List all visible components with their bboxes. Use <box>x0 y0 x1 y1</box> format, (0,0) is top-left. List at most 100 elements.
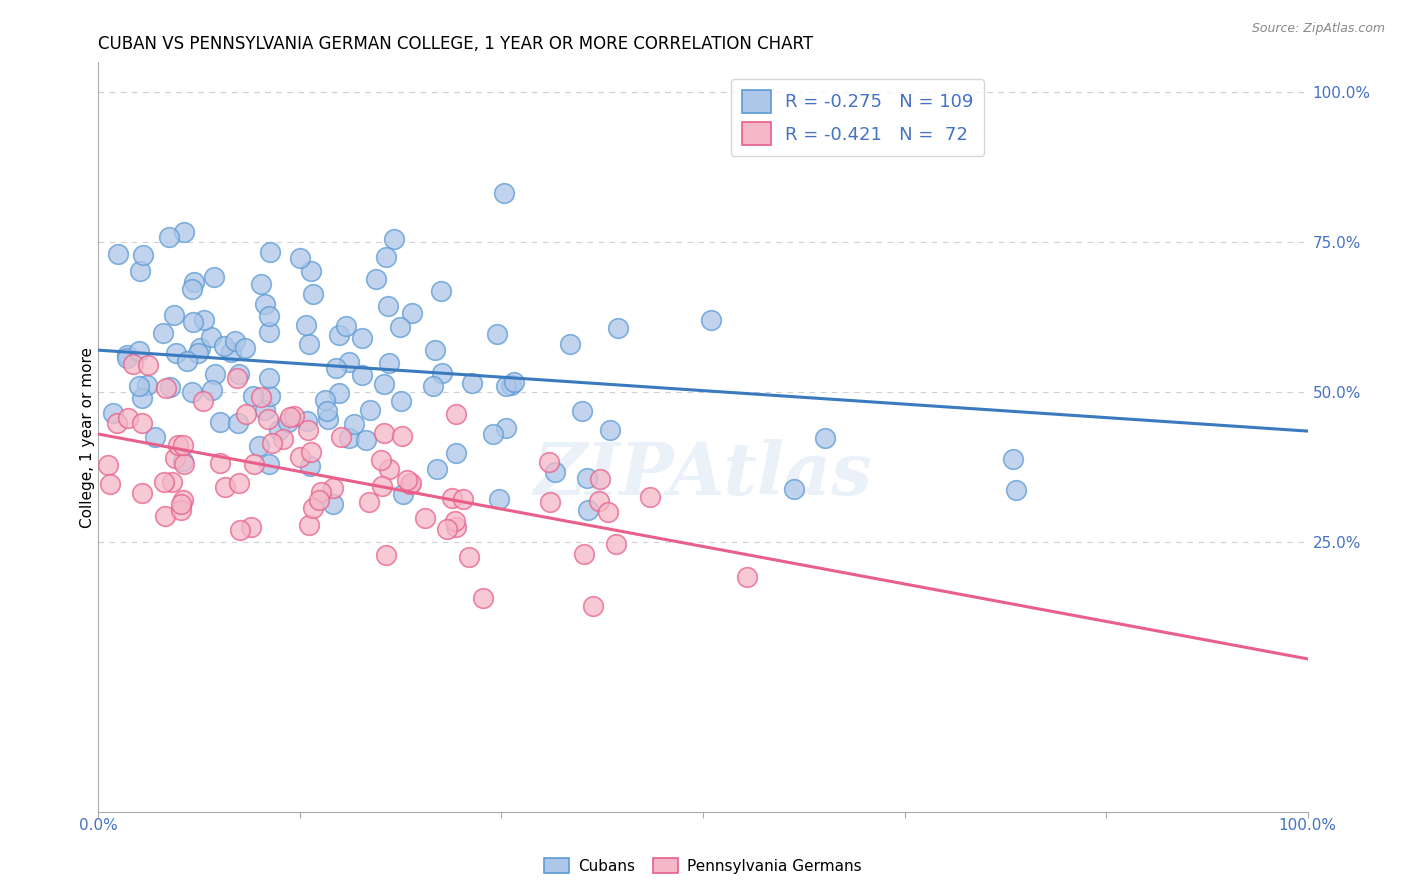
Point <box>1001 451 1024 466</box>
Point <box>242 389 264 403</box>
Point <box>100 476 122 491</box>
Point <box>132 247 155 261</box>
Point <box>415 511 437 525</box>
Point <box>605 537 627 551</box>
Point <box>378 461 401 475</box>
Point <box>208 415 231 429</box>
Point <box>163 308 186 322</box>
Point <box>259 309 281 323</box>
Point <box>640 490 662 504</box>
Point <box>377 299 399 313</box>
Point <box>298 518 321 533</box>
Point <box>138 358 160 372</box>
Point <box>212 339 235 353</box>
Point <box>399 475 422 490</box>
Point <box>607 321 630 335</box>
Point <box>250 277 273 292</box>
Point <box>153 509 176 524</box>
Point <box>325 361 347 376</box>
Point <box>131 416 153 430</box>
Legend: R = -0.275   N = 109, R = -0.421   N =  72: R = -0.275 N = 109, R = -0.421 N = 72 <box>731 79 984 156</box>
Point <box>172 493 194 508</box>
Point <box>373 425 395 440</box>
Point <box>544 465 567 479</box>
Point <box>571 403 593 417</box>
Point <box>322 497 344 511</box>
Point <box>302 501 325 516</box>
Point <box>259 244 281 259</box>
Point <box>375 250 398 264</box>
Point <box>309 484 332 499</box>
Point <box>337 431 360 445</box>
Point <box>299 459 322 474</box>
Text: 100.0%: 100.0% <box>1278 818 1337 833</box>
Point <box>219 344 242 359</box>
Point <box>423 343 446 357</box>
Point <box>299 264 322 278</box>
Point <box>495 421 517 435</box>
Point <box>152 475 174 490</box>
Point <box>499 377 522 392</box>
Text: CUBAN VS PENNSYLVANIA GERMAN COLLEGE, 1 YEAR OR MORE CORRELATION CHART: CUBAN VS PENNSYLVANIA GERMAN COLLEGE, 1 … <box>98 35 814 53</box>
Point <box>392 487 415 501</box>
Point <box>382 232 405 246</box>
Point <box>176 354 198 368</box>
Point <box>105 417 128 431</box>
Point <box>302 286 325 301</box>
Point <box>364 271 387 285</box>
Point <box>181 385 204 400</box>
Point <box>503 375 526 389</box>
Point <box>444 408 467 422</box>
Point <box>328 328 350 343</box>
Point <box>143 430 166 444</box>
Point <box>373 377 395 392</box>
Point <box>173 457 195 471</box>
Point <box>157 230 180 244</box>
Point <box>257 371 280 385</box>
Point <box>172 454 194 468</box>
Point <box>492 186 515 200</box>
Point <box>482 427 505 442</box>
Point <box>538 455 561 469</box>
Point <box>395 473 418 487</box>
Point <box>271 433 294 447</box>
Point <box>226 416 249 430</box>
Point <box>308 492 330 507</box>
Point <box>356 433 378 447</box>
Point <box>163 450 186 465</box>
Point <box>814 431 837 445</box>
Point <box>239 519 262 533</box>
Point <box>131 486 153 500</box>
Text: 0.0%: 0.0% <box>79 818 118 833</box>
Point <box>131 391 153 405</box>
Point <box>101 406 124 420</box>
Point <box>444 520 467 534</box>
Point <box>295 414 318 428</box>
Point <box>257 457 280 471</box>
Point <box>107 247 129 261</box>
Point <box>783 482 806 496</box>
Point <box>193 313 215 327</box>
Point <box>200 330 222 344</box>
Point <box>337 355 360 369</box>
Point <box>495 379 517 393</box>
Point <box>352 330 374 344</box>
Point <box>297 423 319 437</box>
Point <box>436 522 458 536</box>
Point <box>256 412 278 426</box>
Point <box>399 477 422 491</box>
Point <box>122 357 145 371</box>
Point <box>378 356 401 370</box>
Point <box>278 409 301 424</box>
Point <box>582 599 605 613</box>
Point <box>429 284 451 298</box>
Point <box>735 569 758 583</box>
Point <box>471 591 494 606</box>
Point <box>277 415 299 429</box>
Point <box>225 371 247 385</box>
Point <box>267 423 290 437</box>
Point <box>228 476 250 491</box>
Point <box>560 337 582 351</box>
Point <box>288 252 311 266</box>
Point <box>451 491 474 506</box>
